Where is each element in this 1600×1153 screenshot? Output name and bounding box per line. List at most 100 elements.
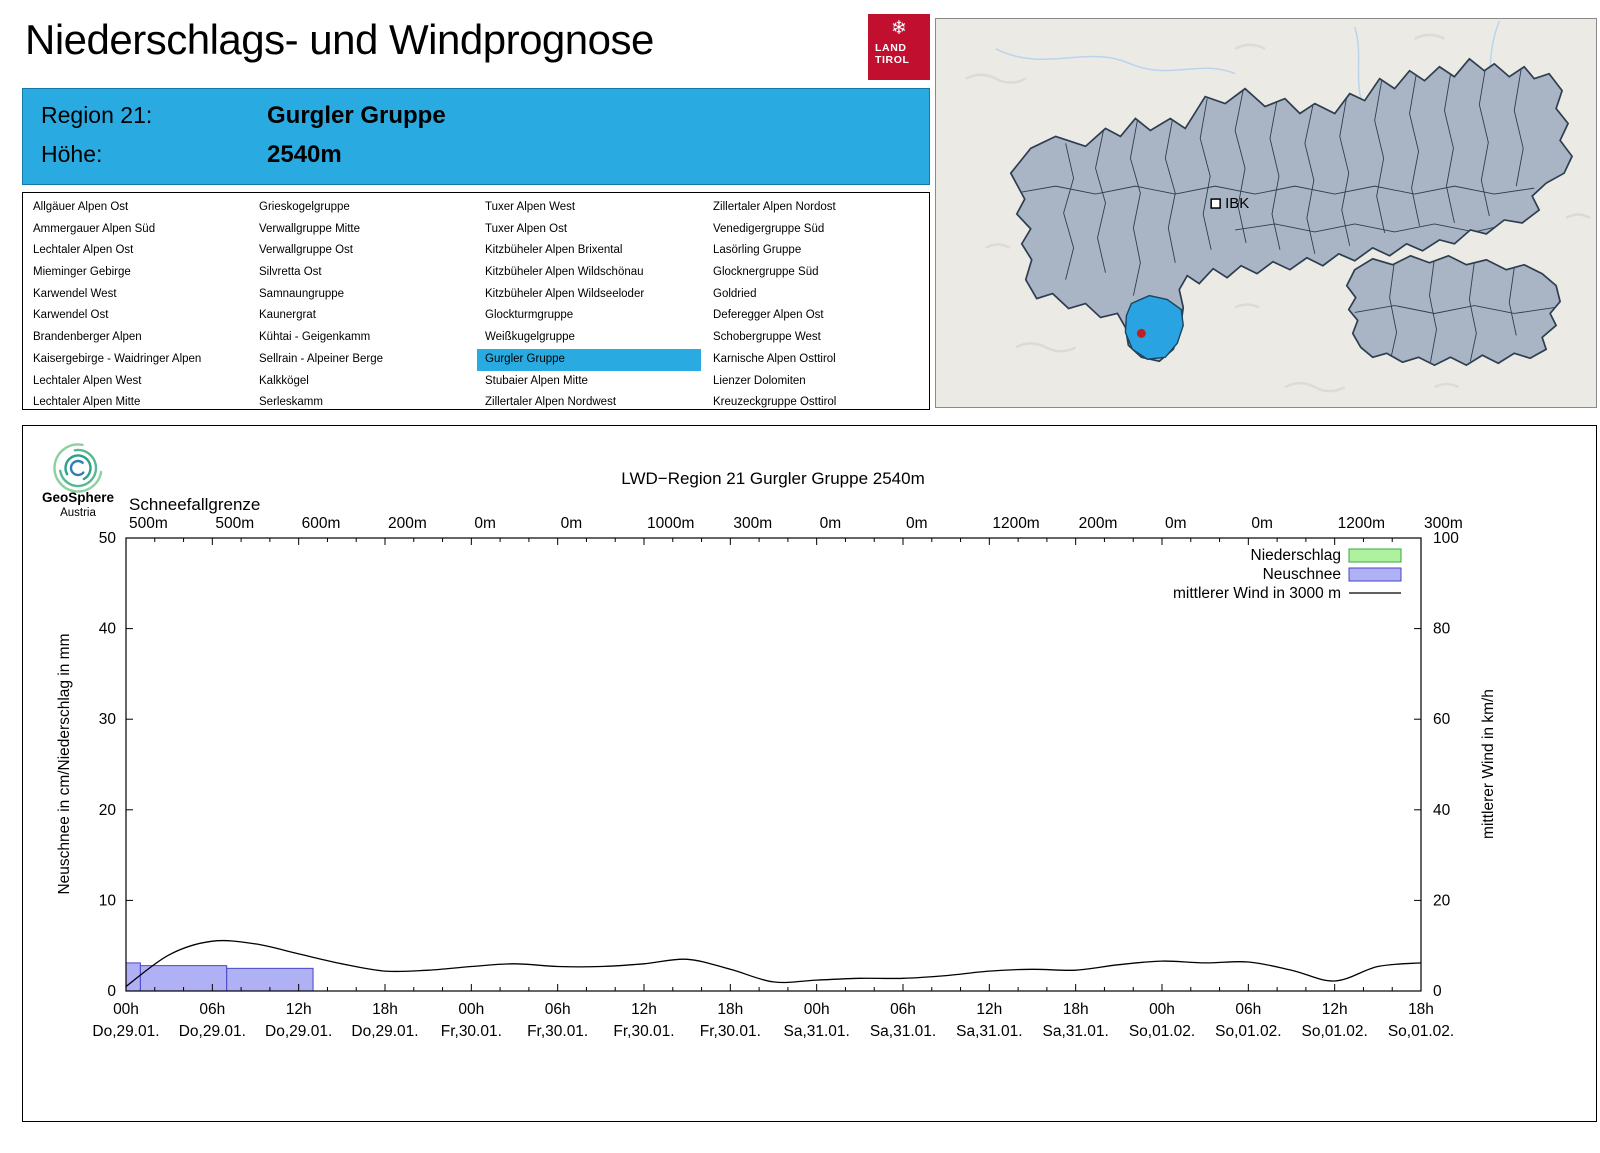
region-list-item[interactable]: Weißkugelgruppe xyxy=(485,331,575,344)
plot-border xyxy=(125,537,1422,992)
x-tick-date: So,01.02. xyxy=(1301,1023,1367,1040)
x-tick-date: Fr,30.01. xyxy=(527,1023,588,1040)
x-tick-hour: 06h xyxy=(1235,1001,1261,1018)
right-axis-title: mittlerer Wind in km/h xyxy=(1480,689,1497,839)
region-name-value: Gurgler Gruppe xyxy=(267,102,446,129)
region-list-item[interactable]: Ammergauer Alpen Süd xyxy=(33,222,156,235)
y-tick-right: 100 xyxy=(1433,530,1459,547)
legend-label: Niederschlag xyxy=(1251,547,1341,564)
legend-swatch xyxy=(1348,548,1402,563)
x-tick-hour: 06h xyxy=(890,1001,916,1018)
legend-swatch xyxy=(1348,567,1402,582)
region-list-item[interactable]: Tuxer Alpen Ost xyxy=(485,222,568,235)
map-selected-region[interactable] xyxy=(1124,294,1184,360)
region-list-item-selected[interactable]: Gurgler Gruppe xyxy=(477,348,701,371)
region-list-item[interactable]: Deferegger Alpen Ost xyxy=(713,309,824,322)
map-region-east-tirol[interactable] xyxy=(1345,254,1562,367)
x-tick-date: So,01.02. xyxy=(1215,1023,1281,1040)
region-list-item[interactable]: Silvretta Ost xyxy=(259,266,322,279)
region-list-item[interactable]: Zillertaler Alpen Nordost xyxy=(713,201,836,213)
region-list-item[interactable]: Brandenberger Alpen xyxy=(33,331,142,344)
snowline-value: 0m xyxy=(474,515,496,532)
region-list-item[interactable]: Glockturmgruppe xyxy=(485,309,574,322)
region-list-item[interactable]: Verwallgruppe Ost xyxy=(259,244,353,257)
region-list-item[interactable]: Glocknergruppe Süd xyxy=(713,266,819,279)
region-list-item[interactable]: Lienzer Dolomiten xyxy=(713,374,806,387)
snowline-value: 1200m xyxy=(1338,515,1385,532)
y-tick-right: 80 xyxy=(1433,621,1451,638)
x-tick-hour: 18h xyxy=(717,1001,743,1018)
x-tick-hour: 12h xyxy=(286,1001,312,1018)
region-column-1: Allgäuer Alpen Ost Ammergauer Alpen Süd Le… xyxy=(25,197,249,414)
forecast-chart-panel: GeoSphere Austria LWD−Region 21 Gurgler … xyxy=(22,425,1597,1122)
region-list-item[interactable]: Sellrain - Alpeiner Berge xyxy=(259,352,384,365)
region-list-item[interactable]: Karnische Alpen Osttirol xyxy=(713,352,836,365)
region-list-item[interactable]: Lechtaler Alpen West xyxy=(33,374,142,387)
region-list-item[interactable]: Kreuzeckgruppe Osttirol xyxy=(713,396,837,409)
snowline-label: Schneefallgrenze xyxy=(129,495,260,514)
snowline-value: 0m xyxy=(1165,515,1187,532)
map-region-borders xyxy=(1015,62,1535,296)
legend-label: mittlerer Wind in 3000 m xyxy=(1173,585,1341,602)
region-list-item[interactable]: Kalkkögel xyxy=(259,374,309,387)
region-list-item[interactable]: Schobergruppe West xyxy=(713,331,821,344)
y-tick-right: 60 xyxy=(1433,711,1451,728)
region-list-item[interactable]: Grieskogelgruppe xyxy=(259,201,350,213)
land-tirol-logo: ❄ LAND TIROL xyxy=(868,14,930,80)
region-list-item[interactable]: Kitzbüheler Alpen Wildschönau xyxy=(485,266,644,279)
region-list-item[interactable]: Samnaungruppe xyxy=(259,287,345,300)
region-list-item[interactable]: Allgäuer Alpen Ost xyxy=(33,201,129,213)
logo-line2: TIROL xyxy=(875,54,910,66)
x-tick-hour: 12h xyxy=(631,1001,657,1018)
geosphere-name: GeoSphere xyxy=(42,490,115,505)
region-header: Region 21: Gurgler Gruppe Höhe: 2540m xyxy=(22,88,930,185)
region-column-4: Zillertaler Alpen Nordost Venedigergruppe… xyxy=(705,197,929,414)
region-list-item[interactable]: Karwendel West xyxy=(33,287,117,300)
geosphere-logo: GeoSphere Austria xyxy=(42,443,115,519)
region-list-item[interactable]: Mieminger Gebirge xyxy=(33,266,131,279)
region-list-item[interactable]: Karwendel Ost xyxy=(33,309,109,322)
snowline-value: 200m xyxy=(1079,515,1118,532)
land-tirol-logo-text: LAND TIROL xyxy=(875,42,930,66)
x-tick-hour: 00h xyxy=(804,1001,830,1018)
x-tick-hour: 00h xyxy=(458,1001,484,1018)
y-tick-left: 40 xyxy=(99,621,117,638)
region-header-row: Höhe: 2540m xyxy=(41,141,342,168)
x-tick-hour: 12h xyxy=(1322,1001,1348,1018)
logo-line1: LAND xyxy=(875,42,907,54)
snowline-value: 200m xyxy=(388,515,427,532)
region-column-2: Grieskogelgruppe Verwallgruppe Mitte Verwa… xyxy=(251,197,475,414)
y-tick-right: 20 xyxy=(1433,892,1451,909)
snowline-value: 300m xyxy=(733,515,772,532)
region-list-item[interactable]: Lechtaler Alpen Ost xyxy=(33,244,134,257)
region-list-item[interactable]: Kitzbüheler Alpen Brixental xyxy=(485,244,623,257)
x-tick-date: Fr,30.01. xyxy=(700,1023,761,1040)
map-region-north-tirol[interactable] xyxy=(1009,57,1574,363)
region-list-item[interactable]: Goldried xyxy=(713,287,757,300)
x-tick-date: So,01.02. xyxy=(1388,1023,1454,1040)
ibk-marker xyxy=(1210,198,1221,209)
snowline-value: 0m xyxy=(1251,515,1273,532)
region-list-item[interactable]: Serleskamm xyxy=(259,396,323,409)
region-list-item[interactable]: Lechtaler Alpen Mitte xyxy=(33,396,141,409)
region-list-item[interactable]: Lasörling Gruppe xyxy=(713,244,802,257)
y-tick-right: 0 xyxy=(1433,983,1442,1000)
region-list-item[interactable]: Kaunergrat xyxy=(259,309,316,322)
snowflake-icon: ❄ xyxy=(891,18,907,39)
region-list-item[interactable]: Kitzbüheler Alpen Wildseeloder xyxy=(485,287,645,300)
tirol-map[interactable]: IBK xyxy=(935,18,1597,408)
x-tick-hour: 06h xyxy=(199,1001,225,1018)
x-tick-date: Do,29.01. xyxy=(265,1023,332,1040)
region-list-item[interactable]: Tuxer Alpen West xyxy=(485,201,576,213)
legend-label: Neuschnee xyxy=(1263,566,1341,583)
region-list-item[interactable]: Venedigergruppe Süd xyxy=(713,222,825,235)
region-list-item[interactable]: Verwallgruppe Mitte xyxy=(259,222,360,235)
y-tick-left: 30 xyxy=(99,711,117,728)
region-list-item[interactable]: Kühtai - Geigenkamm xyxy=(259,331,371,344)
region-list-item[interactable]: Stubaier Alpen Mitte xyxy=(485,374,588,387)
tirol-map-svg: IBK xyxy=(936,19,1596,407)
region-list-item[interactable]: Zillertaler Alpen Nordwest xyxy=(485,396,617,409)
snowline-value: 0m xyxy=(820,515,842,532)
elevation-label: Höhe: xyxy=(41,141,103,167)
region-list-item[interactable]: Kaisergebirge - Waidringer Alpen xyxy=(33,352,202,365)
